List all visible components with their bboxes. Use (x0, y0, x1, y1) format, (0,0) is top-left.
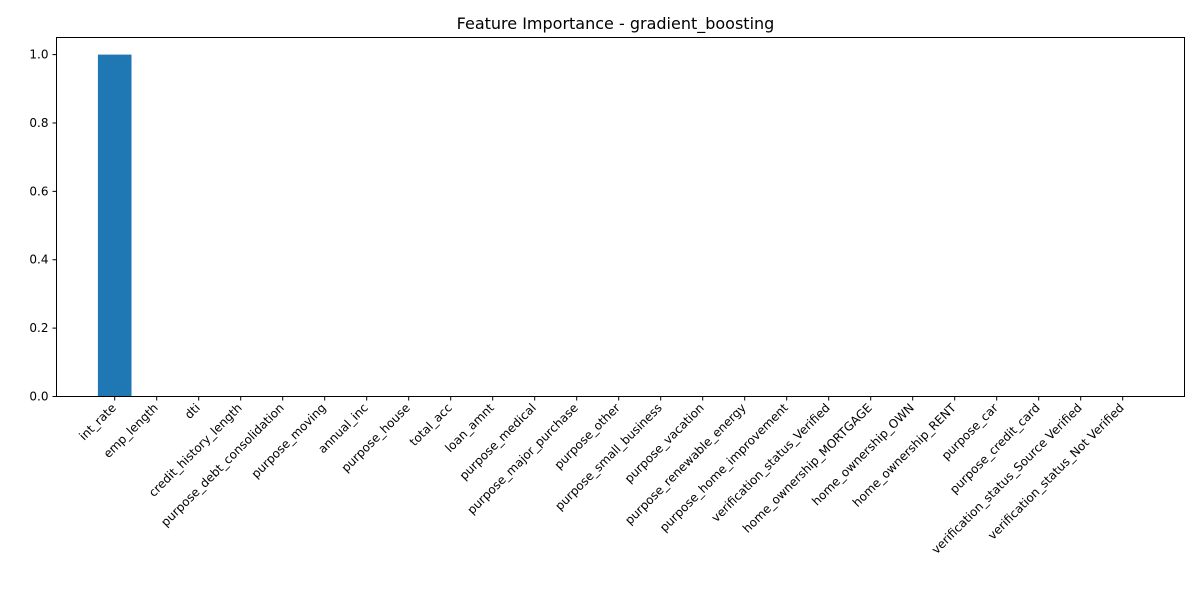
x-tick-label: dti (182, 401, 203, 422)
bar (97, 54, 132, 397)
x-tick-label: verification_status_Source Verified (929, 401, 1085, 557)
y-axis: 0.0 0.2 0.4 0.6 0.8 1.0 (29, 48, 57, 404)
y-tick-label: 1.0 (29, 48, 48, 62)
x-tick-label: purpose_medical (457, 401, 539, 483)
x-tick-label: purpose_vacation (622, 401, 707, 486)
x-tick-label: int_rate (76, 401, 118, 443)
bars-group (97, 54, 132, 397)
plot-frame (56, 37, 1185, 397)
chart-title: Feature Importance - gradient_boosting (457, 14, 775, 34)
y-tick-label: 0.0 (29, 390, 48, 404)
y-tick-label: 0.4 (29, 253, 48, 267)
y-tick-label: 0.6 (29, 184, 48, 198)
y-tick-label: 0.2 (29, 321, 48, 335)
x-tick-label: purpose_moving (249, 401, 329, 481)
y-tick-label: 0.8 (29, 116, 48, 130)
